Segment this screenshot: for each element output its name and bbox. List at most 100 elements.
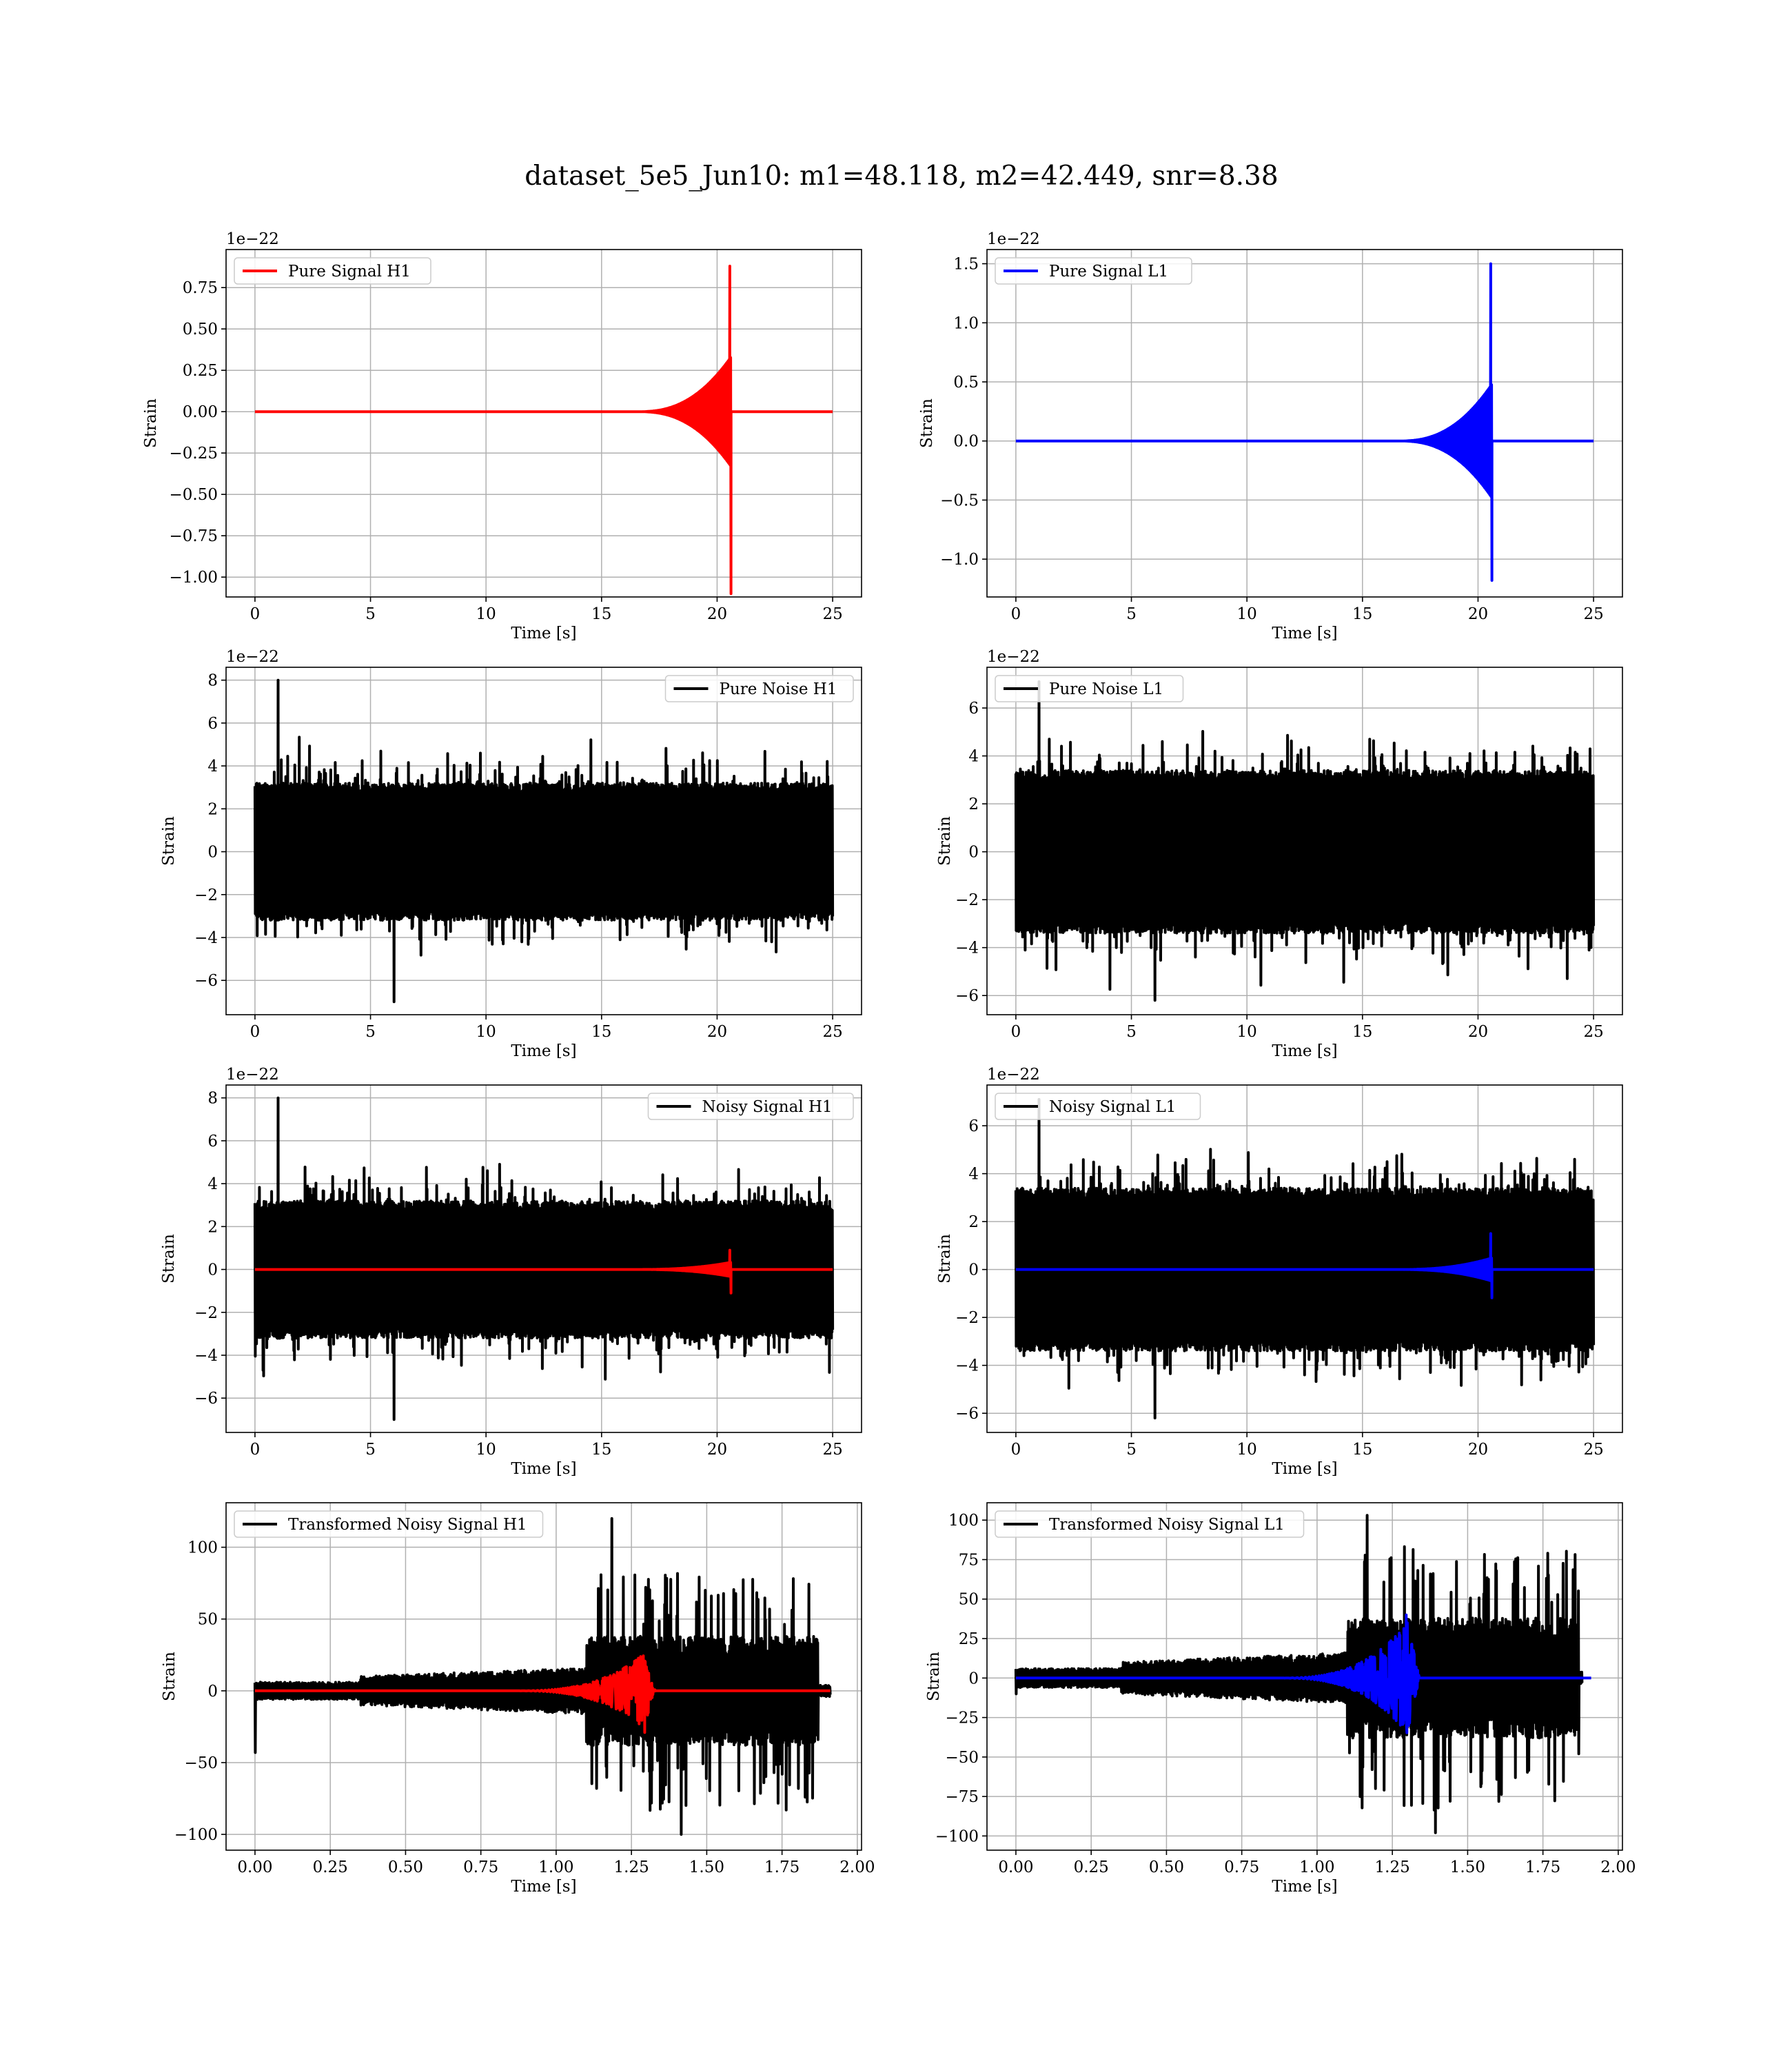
x-tick-label: 10 [476,1023,496,1041]
legend: Transformed Noisy Signal H1 [234,1510,544,1538]
x-tick-label: 10 [1237,605,1257,623]
subplot-noisy-signal-l1: 0 5 10 15 20 25 −6 −4 −2 0 2 4 6 Time [s] Strain 1e−22 N… [936,1066,1623,1478]
axes-frame [986,1084,1623,1433]
y-tick-label: −2 [194,886,218,904]
x-tick-label: 25 [1583,605,1603,623]
y-tick-label: −100 [174,1826,218,1844]
x-tick-label: 10 [1237,1023,1257,1041]
y-tick-label: 2 [968,795,979,813]
y-tick-label: 1.5 [953,256,979,274]
axis-offset-label: 1e−22 [987,648,1040,666]
x-tick-label: 1.25 [1375,1858,1410,1876]
legend-label: Pure Noise L1 [1049,680,1163,698]
y-tick-label: 4 [207,1175,218,1193]
y-tick-label: 0 [207,844,218,862]
legend-box [234,257,431,285]
legend: Transformed Noisy Signal L1 [995,1510,1305,1538]
series-line [254,1248,834,1295]
series-line [1015,262,1595,582]
x-axis-label: Time [s] [511,1878,576,1896]
y-tick-label: 4 [968,748,979,766]
x-tick-label: 0 [250,605,261,623]
y-axis-label: Strain [142,398,160,448]
y-tick-label: −6 [194,972,218,990]
legend-box [647,1093,854,1120]
series-group [253,678,835,1004]
y-tick-label: −1.0 [940,551,979,569]
y-tick-label: 2 [207,800,218,818]
y-tick-label: −0.25 [170,445,218,463]
x-tick-label: 10 [1237,1441,1257,1459]
y-tick-label: 50 [959,1591,979,1609]
series-line [1014,1097,1596,1420]
y-tick-label: −6 [955,1405,979,1423]
subplot-transformed-noisy-signal-l1: 0.00 0.25 0.50 0.75 1.00 1.25 1.50 1.75 2.00 −100… [925,1502,1636,1896]
x-tick-label: 25 [822,1441,842,1459]
series-group [1014,1514,1592,1834]
x-axis-label: Time [s] [1272,1460,1337,1478]
y-tick-label: 8 [207,1090,218,1108]
y-tick-label: −75 [945,1788,979,1806]
y-tick-label: 6 [968,1117,979,1135]
x-tick-label: 25 [1583,1441,1603,1459]
x-tick-label: 0.25 [313,1858,348,1876]
axes-frame [986,667,1623,1015]
x-tick-label: 2.00 [839,1858,875,1876]
axis-offset-label: 1e−22 [226,1066,279,1084]
series-group [254,265,834,596]
axes-frame [225,1502,862,1851]
legend-label: Transformed Noisy Signal H1 [288,1516,527,1534]
x-tick-label: 20 [1468,1441,1488,1459]
axes-frame [225,249,862,598]
subplot-transformed-noisy-signal-h1: 0.00 0.25 0.50 0.75 1.00 1.25 1.50 1.75 2.00 −100… [161,1502,875,1896]
series-group [253,1517,832,1836]
y-tick-label: 50 [198,1611,218,1629]
x-tick-label: 1.25 [614,1858,649,1876]
y-axis-label: Strain [160,1234,178,1284]
x-axis-label: Time [s] [511,625,576,642]
y-tick-label: 0 [207,1261,218,1279]
x-tick-label: 15 [1352,1023,1372,1041]
x-axis-label: Time [s] [511,1460,576,1478]
x-tick-label: 1.75 [764,1858,800,1876]
x-tick-label: 0.00 [998,1858,1033,1876]
y-tick-label: 0.75 [183,279,218,297]
axes-frame [225,667,862,1015]
y-tick-label: −4 [194,929,218,947]
y-tick-label: 0 [207,1683,218,1701]
x-axis-label: Time [s] [1272,1042,1337,1060]
subplot-noisy-signal-h1: 0 5 10 15 20 25 −6 −4 −2 0 2 4 6 8 Time [s] Strain 1e−22… [160,1066,862,1478]
x-tick-label: 0.75 [1224,1858,1259,1876]
legend: Noisy Signal H1 [647,1093,854,1120]
axis-offset-label: 1e−22 [226,648,279,666]
x-tick-label: 20 [1468,605,1488,623]
x-tick-label: 0.75 [463,1858,498,1876]
y-tick-label: −4 [955,1357,979,1375]
x-tick-label: 5 [365,1441,376,1459]
y-tick-label: 100 [187,1539,218,1557]
y-axis-label: Strain [925,1652,943,1701]
axis-offset-label: 1e−22 [226,230,279,248]
x-tick-label: 5 [1126,605,1137,623]
y-axis-label: Strain [936,1234,954,1284]
subplot-pure-signal-l1: 0 5 10 15 20 25 −1.0 −0.5 0.0 0.5 1.0 1.5 Time [s] St… [918,230,1623,642]
legend-box [995,675,1184,702]
x-tick-label: 10 [476,605,496,623]
y-tick-label: −50 [184,1754,218,1772]
y-tick-label: −50 [945,1749,979,1767]
axes-frame [225,1084,862,1433]
y-tick-label: 4 [968,1166,979,1184]
y-tick-label: −4 [955,940,979,957]
legend-box [664,675,854,702]
y-tick-label: 0.00 [183,403,218,421]
x-tick-label: 15 [1352,605,1372,623]
y-tick-label: 1.0 [953,314,979,332]
x-tick-label: 1.00 [538,1858,573,1876]
legend: Pure Noise H1 [664,675,854,702]
y-tick-label: 0.0 [953,433,979,451]
series-group [1014,1097,1596,1420]
x-tick-label: 15 [591,605,611,623]
x-tick-label: 15 [1352,1441,1372,1459]
